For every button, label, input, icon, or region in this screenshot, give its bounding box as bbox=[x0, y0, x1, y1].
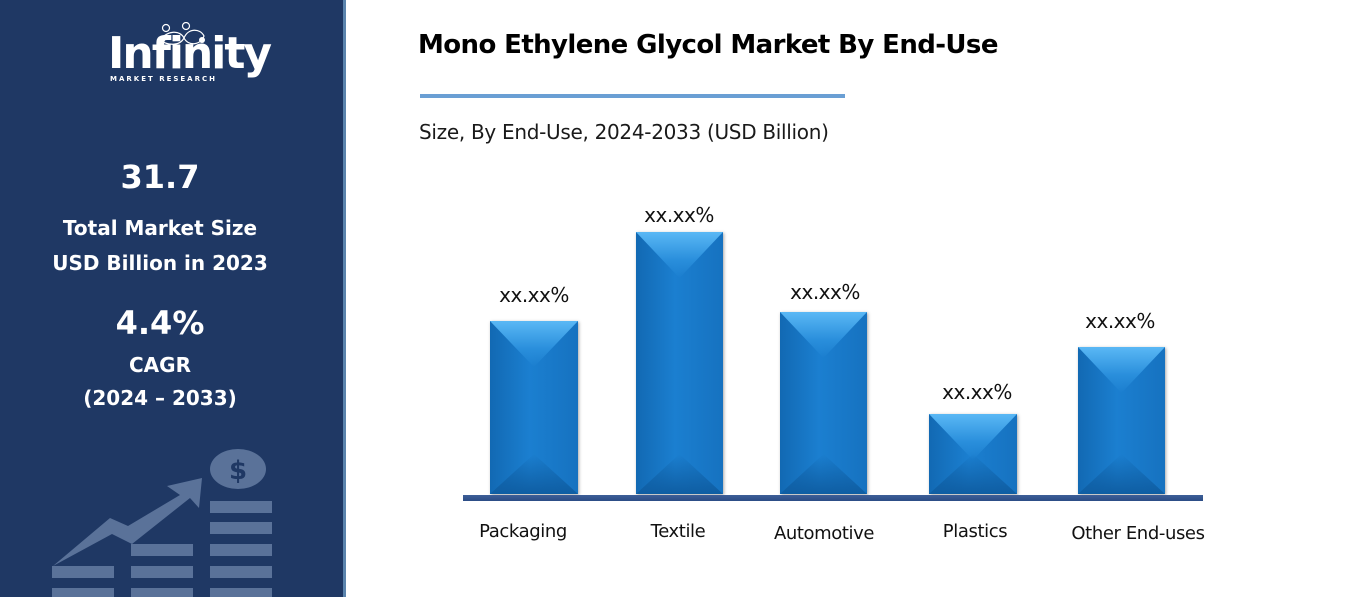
bar-textile bbox=[636, 232, 723, 494]
category-label: Other End-uses bbox=[1071, 523, 1205, 544]
market-size-label-line1: Total Market Size bbox=[62, 216, 258, 240]
bar-automotive bbox=[780, 312, 867, 494]
sidebar-divider bbox=[343, 0, 346, 597]
cagr-value: 4.4% bbox=[115, 304, 205, 342]
bar-plastics bbox=[929, 414, 1017, 494]
bar-other-end-uses bbox=[1078, 347, 1165, 494]
bar-data-label: xx.xx% bbox=[1085, 309, 1155, 333]
category-label: Automotive bbox=[773, 523, 875, 544]
market-size-label-line2: USD Billion in 2023 bbox=[52, 251, 268, 275]
bar-packaging bbox=[490, 321, 578, 494]
bar-data-label: xx.xx% bbox=[644, 203, 714, 227]
logo-tagline: MARKET RESEARCH bbox=[110, 75, 217, 83]
chart-subtitle: Size, By End-Use, 2024-2033 (USD Billion… bbox=[419, 120, 829, 144]
category-label: Textile bbox=[650, 521, 706, 542]
growth-chart-dollar-icon: $ bbox=[52, 449, 272, 597]
bar-data-label: xx.xx% bbox=[499, 283, 569, 307]
chart-title: Mono Ethylene Glycol Market By End-Use bbox=[418, 30, 998, 60]
category-label: Packaging bbox=[479, 521, 567, 542]
category-label: Plastics bbox=[942, 521, 1008, 542]
infinity-logo-icon bbox=[159, 22, 205, 45]
cagr-label: CAGR bbox=[129, 353, 191, 377]
svg-text:$: $ bbox=[229, 456, 247, 486]
market-size-value: 31.7 bbox=[120, 158, 200, 196]
bar-data-label: xx.xx% bbox=[942, 380, 1012, 404]
title-underline bbox=[420, 94, 845, 98]
bar-data-label: xx.xx% bbox=[790, 280, 860, 304]
sidebar-panel: Infinity MARKET RESEARCH 31.7 Total Mark… bbox=[0, 0, 343, 597]
company-logo: Infinity MARKET RESEARCH bbox=[104, 22, 272, 88]
cagr-period: (2024 – 2033) bbox=[83, 386, 237, 410]
logo-wordmark: Infinity bbox=[108, 28, 272, 79]
x-axis-baseline bbox=[463, 495, 1203, 501]
